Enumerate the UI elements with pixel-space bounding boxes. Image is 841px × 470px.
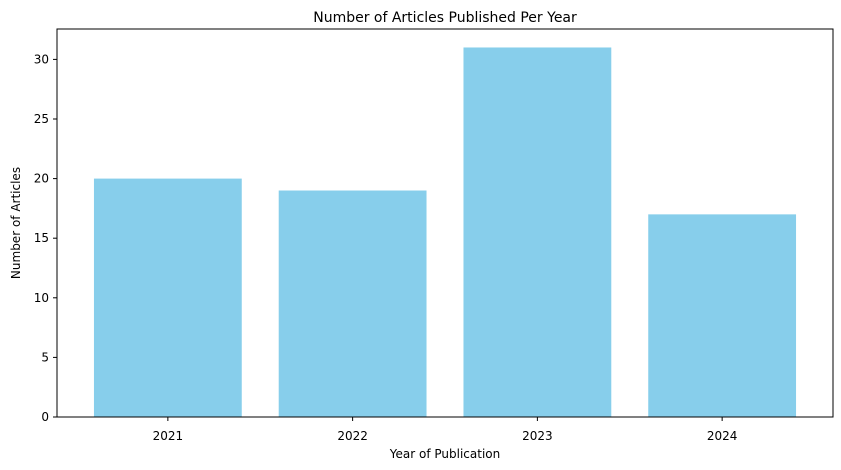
bar-2021 [93, 178, 242, 417]
y-tick-label-15: 15 [34, 231, 49, 245]
x-tick-label-2021: 2021 [153, 429, 184, 443]
y-tick-label-25: 25 [34, 112, 49, 126]
y-axis: 0 5 10 15 20 25 30 [34, 52, 57, 424]
bars-group [93, 47, 797, 417]
bar-2024 [648, 214, 797, 417]
bar-2022 [278, 190, 427, 417]
y-tick-label-20: 20 [34, 172, 49, 186]
chart-title: Number of Articles Published Per Year [313, 10, 577, 26]
y-tick-label-5: 5 [41, 350, 49, 364]
plot-frame [56, 28, 834, 418]
x-tick-label-2024: 2024 [707, 429, 738, 443]
x-axis-label: Year of Publication [389, 447, 500, 461]
y-tick-label-10: 10 [34, 291, 49, 305]
x-axis: 2021 2022 2023 2024 [153, 417, 738, 443]
y-tick-label-0: 0 [41, 410, 49, 424]
bar-2023 [463, 47, 612, 417]
y-tick-label-30: 30 [34, 52, 49, 66]
x-tick-label-2022: 2022 [337, 429, 368, 443]
y-axis-label: Number of Articles [9, 167, 23, 279]
x-tick-label-2023: 2023 [522, 429, 553, 443]
